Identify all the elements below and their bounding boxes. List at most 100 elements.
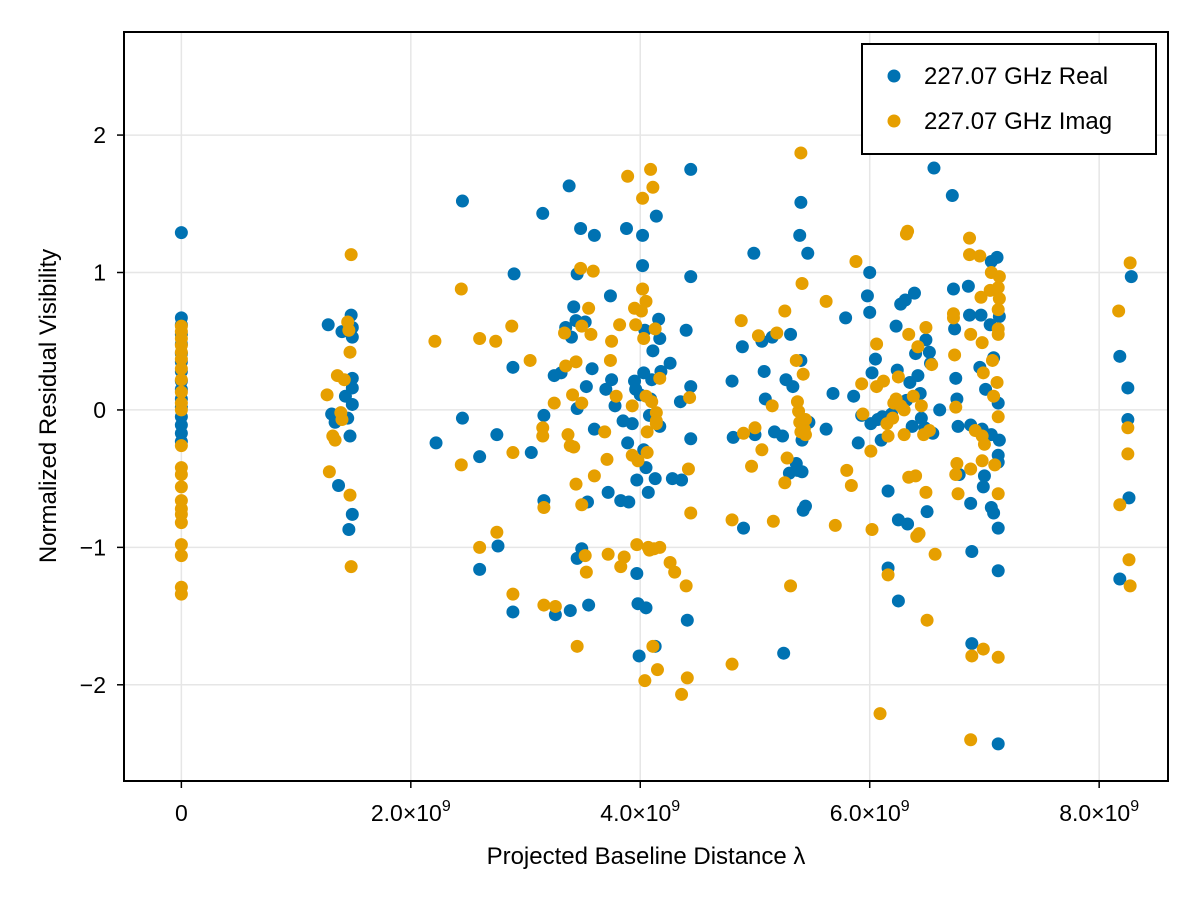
x-tick-label: 6.0×109	[830, 798, 910, 826]
data-point	[991, 327, 1005, 341]
y-tick-label: 2	[93, 122, 106, 148]
data-point	[778, 304, 792, 318]
data-point	[536, 206, 550, 220]
data-point	[601, 547, 615, 561]
data-point	[946, 282, 960, 296]
data-point	[863, 266, 877, 280]
data-point	[991, 650, 1005, 664]
data-point	[490, 525, 504, 539]
series-0	[174, 161, 1138, 751]
data-point	[490, 428, 504, 442]
data-point	[506, 360, 520, 374]
data-point	[826, 386, 840, 400]
y-axis-ticks: −2 −1 0 1 2	[80, 122, 124, 698]
data-point	[337, 373, 351, 387]
data-point	[473, 540, 487, 554]
data-point	[345, 381, 359, 395]
data-point	[473, 331, 487, 345]
data-point	[523, 353, 537, 367]
data-point	[798, 428, 812, 442]
data-point	[798, 413, 812, 427]
data-point	[636, 282, 650, 296]
data-point	[928, 547, 942, 561]
data-point	[847, 389, 861, 403]
data-point	[505, 319, 519, 333]
data-point	[794, 146, 808, 160]
data-point	[992, 433, 1006, 447]
y-tick-label: −1	[80, 534, 106, 560]
data-point	[567, 300, 581, 314]
data-point	[796, 367, 810, 381]
data-point	[911, 340, 925, 354]
data-point	[1112, 304, 1126, 318]
data-point	[679, 579, 693, 593]
data-point	[976, 366, 990, 380]
data-point	[428, 334, 442, 348]
data-point	[1121, 381, 1135, 395]
data-point	[684, 270, 698, 284]
data-point	[601, 485, 615, 499]
data-point	[963, 248, 977, 262]
data-point	[1113, 349, 1127, 363]
data-point	[949, 468, 963, 482]
data-point	[851, 436, 865, 450]
data-point	[455, 194, 469, 208]
data-point	[725, 513, 739, 527]
data-point	[174, 549, 188, 563]
x-tick-exponent: 9	[671, 798, 680, 815]
data-point	[174, 516, 188, 530]
data-point	[868, 352, 882, 366]
data-point	[919, 485, 933, 499]
data-point	[784, 579, 798, 593]
data-point	[992, 292, 1006, 306]
data-point	[473, 450, 487, 464]
data-point	[537, 501, 551, 515]
data-point	[675, 473, 689, 487]
data-point	[585, 362, 599, 376]
data-point	[684, 506, 698, 520]
data-point	[991, 281, 1005, 295]
data-point	[840, 463, 854, 477]
data-point	[765, 399, 779, 413]
data-point	[948, 322, 962, 336]
data-point	[963, 308, 977, 322]
data-point	[987, 506, 1001, 520]
data-point	[641, 485, 655, 499]
data-point	[681, 462, 695, 476]
data-point	[174, 468, 188, 482]
data-point	[905, 419, 919, 433]
legend-label-real: 227.07 GHz Real	[924, 63, 1108, 90]
data-point	[961, 279, 975, 293]
data-point	[507, 267, 521, 281]
data-point	[945, 189, 959, 203]
data-point	[991, 303, 1005, 317]
data-point	[1123, 256, 1137, 270]
x-axis-ticks: 0 2.0×109 4.0×109 6.0×109 8.0×109	[175, 781, 1139, 826]
data-point	[881, 484, 895, 498]
data-point	[563, 604, 577, 618]
data-point	[646, 639, 660, 653]
data-point	[844, 479, 858, 493]
x-tick-exponent: 9	[442, 798, 451, 815]
data-point	[653, 540, 667, 554]
data-point	[898, 293, 912, 307]
data-point	[974, 290, 988, 304]
data-point	[964, 327, 978, 341]
data-point	[587, 469, 601, 483]
data-point	[174, 480, 188, 494]
data-point	[948, 348, 962, 362]
data-point	[914, 399, 928, 413]
data-point	[864, 444, 878, 458]
data-point	[650, 663, 664, 677]
y-tick-label: 1	[93, 260, 106, 286]
data-point	[964, 496, 978, 510]
data-point	[454, 282, 468, 296]
data-point	[965, 544, 979, 558]
data-point	[174, 439, 188, 453]
data-point	[649, 417, 663, 431]
data-point	[747, 246, 761, 260]
data-point	[491, 539, 505, 553]
data-point	[949, 371, 963, 385]
plot-frame	[123, 31, 1169, 782]
